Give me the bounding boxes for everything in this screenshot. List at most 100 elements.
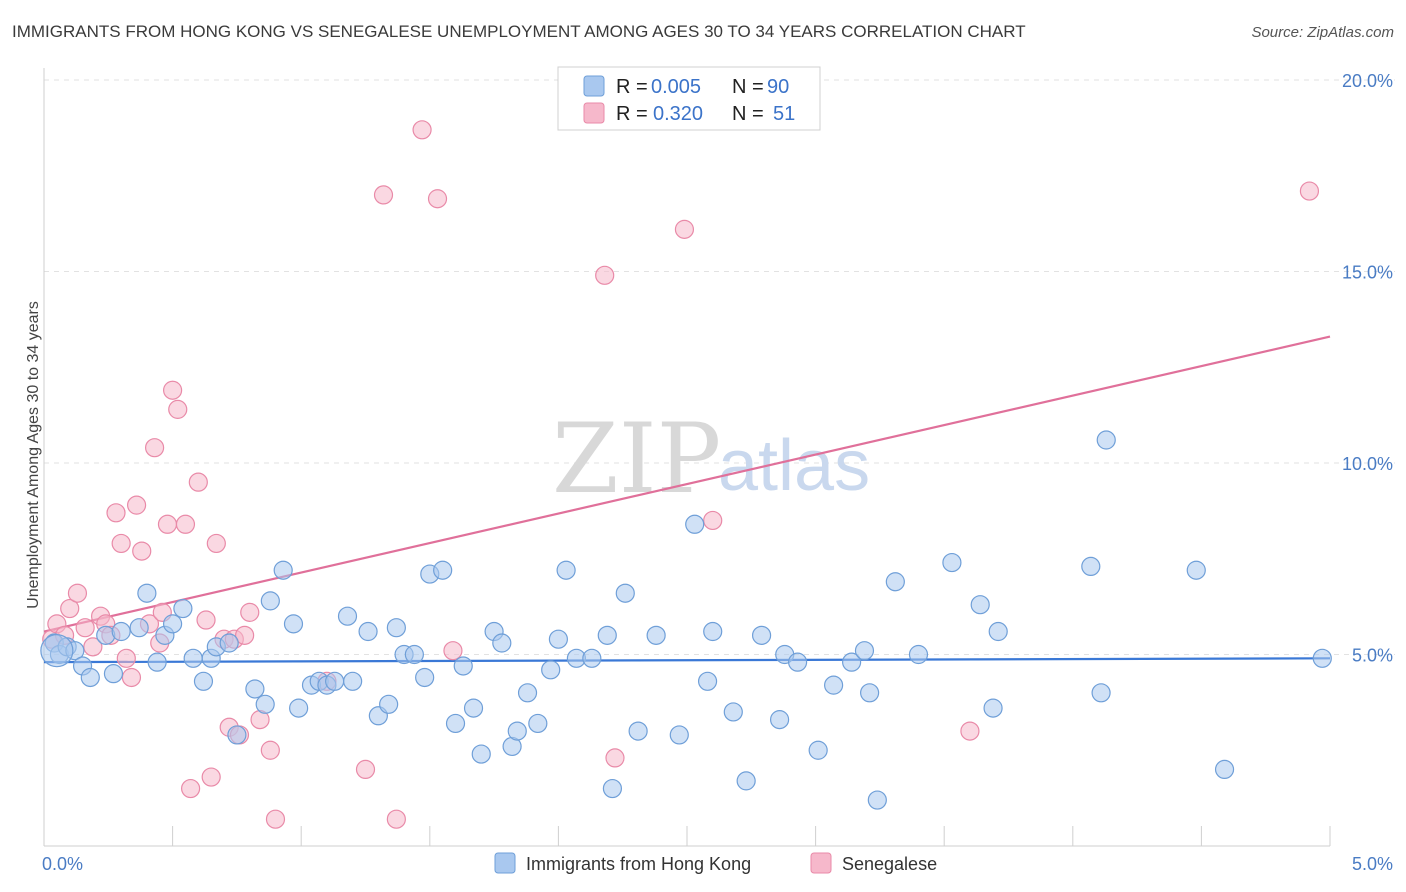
hong-kong-point — [325, 671, 345, 691]
hong-kong-point — [245, 679, 265, 699]
senegalese-point — [960, 721, 980, 741]
senegalese-point — [386, 809, 406, 829]
watermark: ZIP atlas — [552, 403, 870, 515]
source-credit: Source: ZipAtlas.com — [1251, 24, 1394, 41]
hong-kong-point — [602, 778, 623, 799]
hong-kong-point — [669, 725, 689, 745]
legend-r-label-2: R = — [616, 103, 648, 125]
axes — [43, 68, 1331, 847]
hong-kong-point — [808, 740, 828, 760]
y-tick-labels: 5.0% 10.0% 15.0% 20.0% — [1342, 71, 1393, 666]
hong-kong-point — [40, 634, 74, 668]
hong-kong-point — [379, 694, 399, 714]
hong-kong-point — [343, 671, 363, 691]
senegalese-point — [67, 583, 88, 603]
hong-kong-point — [751, 625, 772, 645]
hong-kong-point — [147, 652, 167, 672]
senegalese-point — [175, 514, 196, 534]
watermark-atlas: atlas — [718, 426, 870, 506]
hong-kong-point — [492, 633, 512, 653]
senegalese-point — [206, 533, 226, 554]
senegalese-point — [157, 514, 178, 534]
hong-kong-point — [255, 694, 275, 714]
senegalese-point — [60, 598, 80, 619]
hong-kong-point — [471, 744, 491, 764]
senegalese-point — [1299, 181, 1320, 201]
hong-kong-point — [273, 560, 293, 580]
hong-kong-point — [103, 664, 124, 684]
senegalese-point — [106, 503, 126, 523]
senegalese-point — [121, 667, 142, 688]
senegalese-point — [75, 618, 95, 638]
watermark-zip: ZIP — [552, 403, 721, 515]
hong-kong-point — [824, 675, 844, 695]
hong-kong-point — [404, 644, 424, 665]
hong-kong-point — [703, 621, 723, 642]
senegalese-point — [427, 189, 448, 209]
hong-kong-point — [970, 595, 990, 615]
y-tick-label: 10.0% — [1342, 454, 1393, 474]
hong-kong-point — [283, 614, 304, 634]
y-tick-label: 20.0% — [1342, 71, 1393, 91]
senegalese-point — [240, 602, 260, 622]
senegalese-point — [116, 648, 136, 668]
trend-lines — [43, 335, 1331, 664]
hong-kong-point — [988, 621, 1008, 642]
hong-kong-point — [1312, 648, 1332, 668]
series-legend-swatch-senegalese — [810, 852, 832, 874]
hong-kong-point — [193, 671, 214, 691]
hong-kong-point — [1096, 430, 1116, 450]
hong-kong-point — [289, 698, 309, 718]
senegalese-point — [181, 778, 201, 799]
senegalese-point — [111, 533, 131, 554]
legend-swatch-blue — [583, 75, 605, 97]
hong-kong-point — [1186, 560, 1206, 580]
senegalese-point — [201, 767, 221, 787]
senegalese-point — [412, 120, 432, 140]
legend-n-value-2: 51 — [773, 103, 795, 125]
hong-kong-point — [507, 721, 527, 741]
chart-title: IMMIGRANTS FROM HONG KONG VS SENEGALESE … — [12, 22, 1026, 41]
series-legend: Immigrants from Hong Kong Senegalese — [494, 852, 937, 874]
senegalese-points — [42, 120, 1320, 829]
legend-r-label-1: R = — [616, 76, 648, 98]
stats-legend: R = 0.005 N = 90 R = 0.320 N = 51 — [557, 66, 821, 131]
hong-kong-point — [646, 625, 666, 645]
hong-kong-point — [628, 721, 648, 741]
hong-kong-point — [769, 710, 790, 730]
senegalese-point — [595, 265, 615, 285]
legend-r-value-1: 0.005 — [651, 76, 701, 98]
senegalese-point — [443, 641, 463, 661]
hong-kong-point — [1091, 683, 1111, 703]
series-legend-label-senegalese: Senegalese — [842, 854, 937, 874]
hong-kong-point — [163, 614, 183, 634]
hong-kong-point — [463, 698, 484, 718]
hong-kong-point — [111, 621, 131, 642]
hong-kong-point — [541, 660, 561, 680]
hong-kong-point — [80, 667, 100, 688]
legend-n-value-1: 90 — [767, 76, 789, 98]
senegalese-point — [703, 510, 723, 531]
senegalese-point — [260, 740, 280, 760]
hong-kong-point — [867, 790, 887, 810]
senegalese-point — [605, 748, 625, 768]
hong-kong-point — [445, 713, 466, 734]
hong-kong-point — [983, 698, 1003, 718]
hong-kong-point — [517, 683, 538, 703]
senegalese-point — [373, 185, 394, 205]
hong-kong-point — [842, 652, 862, 672]
hong-kong-point — [358, 621, 378, 642]
legend-swatch-pink — [583, 102, 605, 124]
hong-kong-point — [219, 633, 239, 653]
hong-kong-point — [736, 771, 756, 791]
senegalese-point — [235, 625, 255, 645]
senegalese-point — [132, 541, 152, 561]
hong-kong-point — [556, 560, 576, 580]
hong-kong-point — [597, 625, 617, 645]
hong-kong-point — [854, 641, 875, 661]
legend-n-label-2: N = — [732, 103, 764, 125]
legend-n-label-1: N = — [732, 76, 764, 98]
hong-kong-point — [697, 671, 718, 691]
hong-kong-point — [908, 644, 929, 665]
